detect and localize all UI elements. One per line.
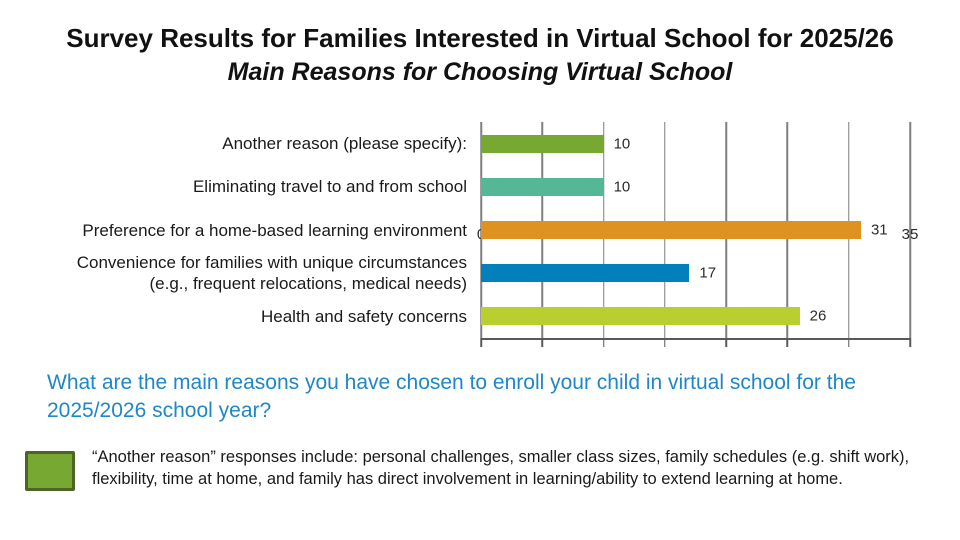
legend-swatch-another-reason: [25, 451, 75, 491]
axis-tick: [602, 338, 605, 347]
chart-rows: Another reason (please specify): 10 Elim…: [0, 122, 960, 338]
category-label: Another reason (please specify):: [222, 134, 467, 154]
axis-tick-label: 35: [901, 226, 919, 243]
bar-track: 10: [481, 165, 910, 208]
bar-health-safety: [481, 307, 800, 326]
bar-home-based-preference: [481, 221, 861, 239]
axis-tick: [847, 338, 850, 347]
bar-track: 17: [481, 252, 910, 295]
axis-tick: [786, 338, 789, 347]
chart-subtitle: Main Reasons for Choosing Virtual School: [227, 58, 733, 86]
chart-row-health-safety: Health and safety concerns 26: [0, 295, 960, 338]
value-label: 31: [870, 221, 888, 239]
bar-unique-circumstances: [481, 264, 690, 283]
axis-tick: [725, 338, 727, 347]
value-label: 10: [613, 135, 631, 153]
bar-another-reason: [481, 134, 604, 153]
value-label: 17: [699, 264, 717, 282]
axis-tick: [541, 338, 544, 347]
bar-chart: Another reason (please specify): 10 Elim…: [0, 122, 960, 347]
chart-row-another-reason: Another reason (please specify): 10: [0, 122, 960, 165]
axis-tick: [909, 338, 911, 347]
category-label: Preference for a home-based learning env…: [82, 220, 467, 240]
footnote: “Another reason” responses include: pers…: [25, 446, 915, 491]
bar-eliminating-travel: [481, 177, 604, 196]
page-title: Survey Results for Families Interested i…: [66, 23, 894, 53]
chart-row-unique-circumstances: Convenience for families with unique cir…: [0, 252, 960, 295]
footnote-text: “Another reason” responses include: pers…: [92, 448, 910, 488]
bar-track: 31: [481, 208, 910, 251]
category-label: Convenience for families with unique cir…: [76, 253, 467, 294]
chart-row-eliminating-travel: Eliminating travel to and from school 10: [0, 165, 960, 208]
value-label: 10: [613, 178, 631, 196]
chart-row-home-based-preference: Preference for a home-based learning env…: [0, 208, 960, 251]
axis-tick: [480, 338, 482, 347]
question-text: What are the main reasons you have chose…: [47, 371, 856, 422]
value-label: 26: [809, 307, 827, 325]
axis-tick: [664, 338, 666, 347]
bar-track: 26: [481, 295, 910, 338]
gridline: [909, 122, 911, 338]
category-label: Health and safety concerns: [260, 306, 467, 326]
bar-track: 10: [481, 122, 910, 165]
category-label: Eliminating travel to and from school: [192, 177, 467, 197]
